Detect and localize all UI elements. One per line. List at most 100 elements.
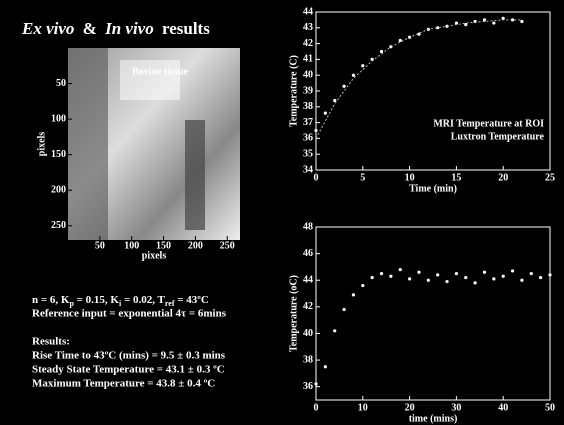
data-point [408, 277, 412, 281]
data-point [539, 275, 543, 280]
image-shade [68, 48, 108, 240]
data-point [482, 270, 487, 274]
y-tick-label: 36 [303, 381, 313, 392]
data-point [464, 23, 468, 27]
data-point [314, 128, 318, 133]
data-point [520, 19, 524, 24]
params-segment: = 43ºC [175, 294, 209, 306]
y-tick-label: 250 [51, 220, 66, 231]
y-tick-label: 44 [303, 275, 313, 286]
data-point [501, 16, 505, 20]
params-segment: = 0.15, K [74, 294, 120, 306]
x-tick-label: 0 [314, 172, 319, 183]
image-shade [185, 120, 205, 230]
data-point [445, 279, 449, 284]
image-label: Bovine tissue [132, 66, 188, 77]
x-tick-label: 10 [358, 402, 368, 413]
x-tick-label: 150 [156, 240, 171, 251]
data-point [314, 382, 318, 386]
x-tick-label: 40 [498, 402, 508, 413]
y-tick-label: 48 [303, 221, 313, 232]
y-tick-label: 35 [303, 148, 313, 159]
text-block: n = 6, Kp = 0.15, Ki = 0.02, Tref = 43ºC… [32, 294, 227, 390]
data-point [323, 111, 327, 115]
data-point [370, 275, 374, 280]
y-tick-label: 42 [303, 301, 313, 312]
x-tick-label: 30 [451, 402, 461, 413]
data-point [501, 274, 505, 278]
data-point [510, 269, 515, 273]
data-point [492, 21, 496, 25]
y-tick-label: 38 [303, 101, 313, 112]
x-tick-label: 5 [360, 172, 365, 183]
data-point [333, 329, 337, 333]
text-line: Results: [32, 336, 70, 348]
data-point [492, 277, 496, 281]
params-segment: ref [165, 299, 175, 308]
data-point [342, 84, 346, 88]
title-part: Ex vivo [21, 19, 74, 38]
y-tick-label: 150 [51, 149, 66, 160]
data-point [417, 270, 421, 274]
data-point [426, 278, 430, 282]
data-point [398, 38, 402, 43]
data-point [351, 293, 356, 297]
x-tick-label: 50 [545, 402, 555, 413]
y-axis-label: Temperature (C) [288, 55, 299, 127]
data-point [361, 64, 365, 68]
y-tick-label: 100 [51, 113, 66, 124]
legend-entry: MRI Temperature at ROI [433, 118, 544, 129]
y-tick-label: 34 [303, 164, 313, 175]
data-point [436, 26, 440, 30]
data-point [464, 275, 468, 280]
x-axis-label: pixels [142, 250, 167, 261]
x-tick-label: 200 [188, 240, 203, 251]
data-point [454, 271, 458, 276]
slide-title: Ex vivo & In vivo results [21, 19, 210, 38]
data-point [379, 271, 384, 276]
data-point [351, 73, 356, 77]
x-tick-label: 0 [314, 402, 319, 413]
data-point [520, 278, 524, 282]
y-tick-label: 200 [51, 185, 66, 196]
y-tick-label: 43 [303, 22, 313, 33]
data-point [389, 274, 393, 278]
data-point [417, 32, 421, 36]
data-point [342, 307, 346, 312]
series-line [315, 19, 522, 139]
data-point [473, 281, 477, 285]
x-tick-label: 25 [545, 172, 555, 183]
y-axis-label: Temperature (oC) [288, 275, 299, 352]
y-tick-label: 38 [303, 354, 313, 365]
data-point [379, 49, 384, 54]
y-tick-label: 37 [303, 117, 313, 128]
x-tick-label: 100 [124, 240, 139, 251]
data-point [436, 273, 440, 277]
x-tick-label: 250 [220, 240, 235, 251]
y-tick-label: 40 [303, 328, 313, 339]
x-tick-label: 20 [405, 402, 415, 413]
x-tick-label: 15 [451, 172, 461, 183]
data-point [454, 21, 458, 25]
data-point [510, 18, 515, 22]
title-part: results [162, 19, 210, 38]
text-line: Reference input = exponential 4τ = 6mins [32, 308, 227, 320]
image-highlight [120, 60, 180, 100]
data-point [398, 267, 402, 272]
x-tick-label: 50 [95, 240, 105, 251]
plot-frame [315, 226, 551, 401]
tissue-image [68, 48, 240, 240]
params-segment: n = 6, K [32, 294, 70, 306]
x-axis-label: Time (min) [409, 183, 457, 194]
y-tick-label: 36 [303, 133, 313, 144]
params-line: n = 6, Kp = 0.15, Ki = 0.02, Tref = 43ºC [32, 294, 209, 309]
params-segment: = 0.02, T [121, 294, 165, 306]
text-line: Maximum Temperature = 43.8 ± 0.4 ºC [32, 378, 215, 390]
x-axis-label: time (mins) [409, 413, 458, 424]
data-point [548, 273, 552, 277]
y-axis-label: pixels [36, 132, 47, 157]
params-segment: i [119, 299, 122, 308]
title-part: In vivo [104, 19, 154, 38]
data-point [482, 18, 487, 22]
